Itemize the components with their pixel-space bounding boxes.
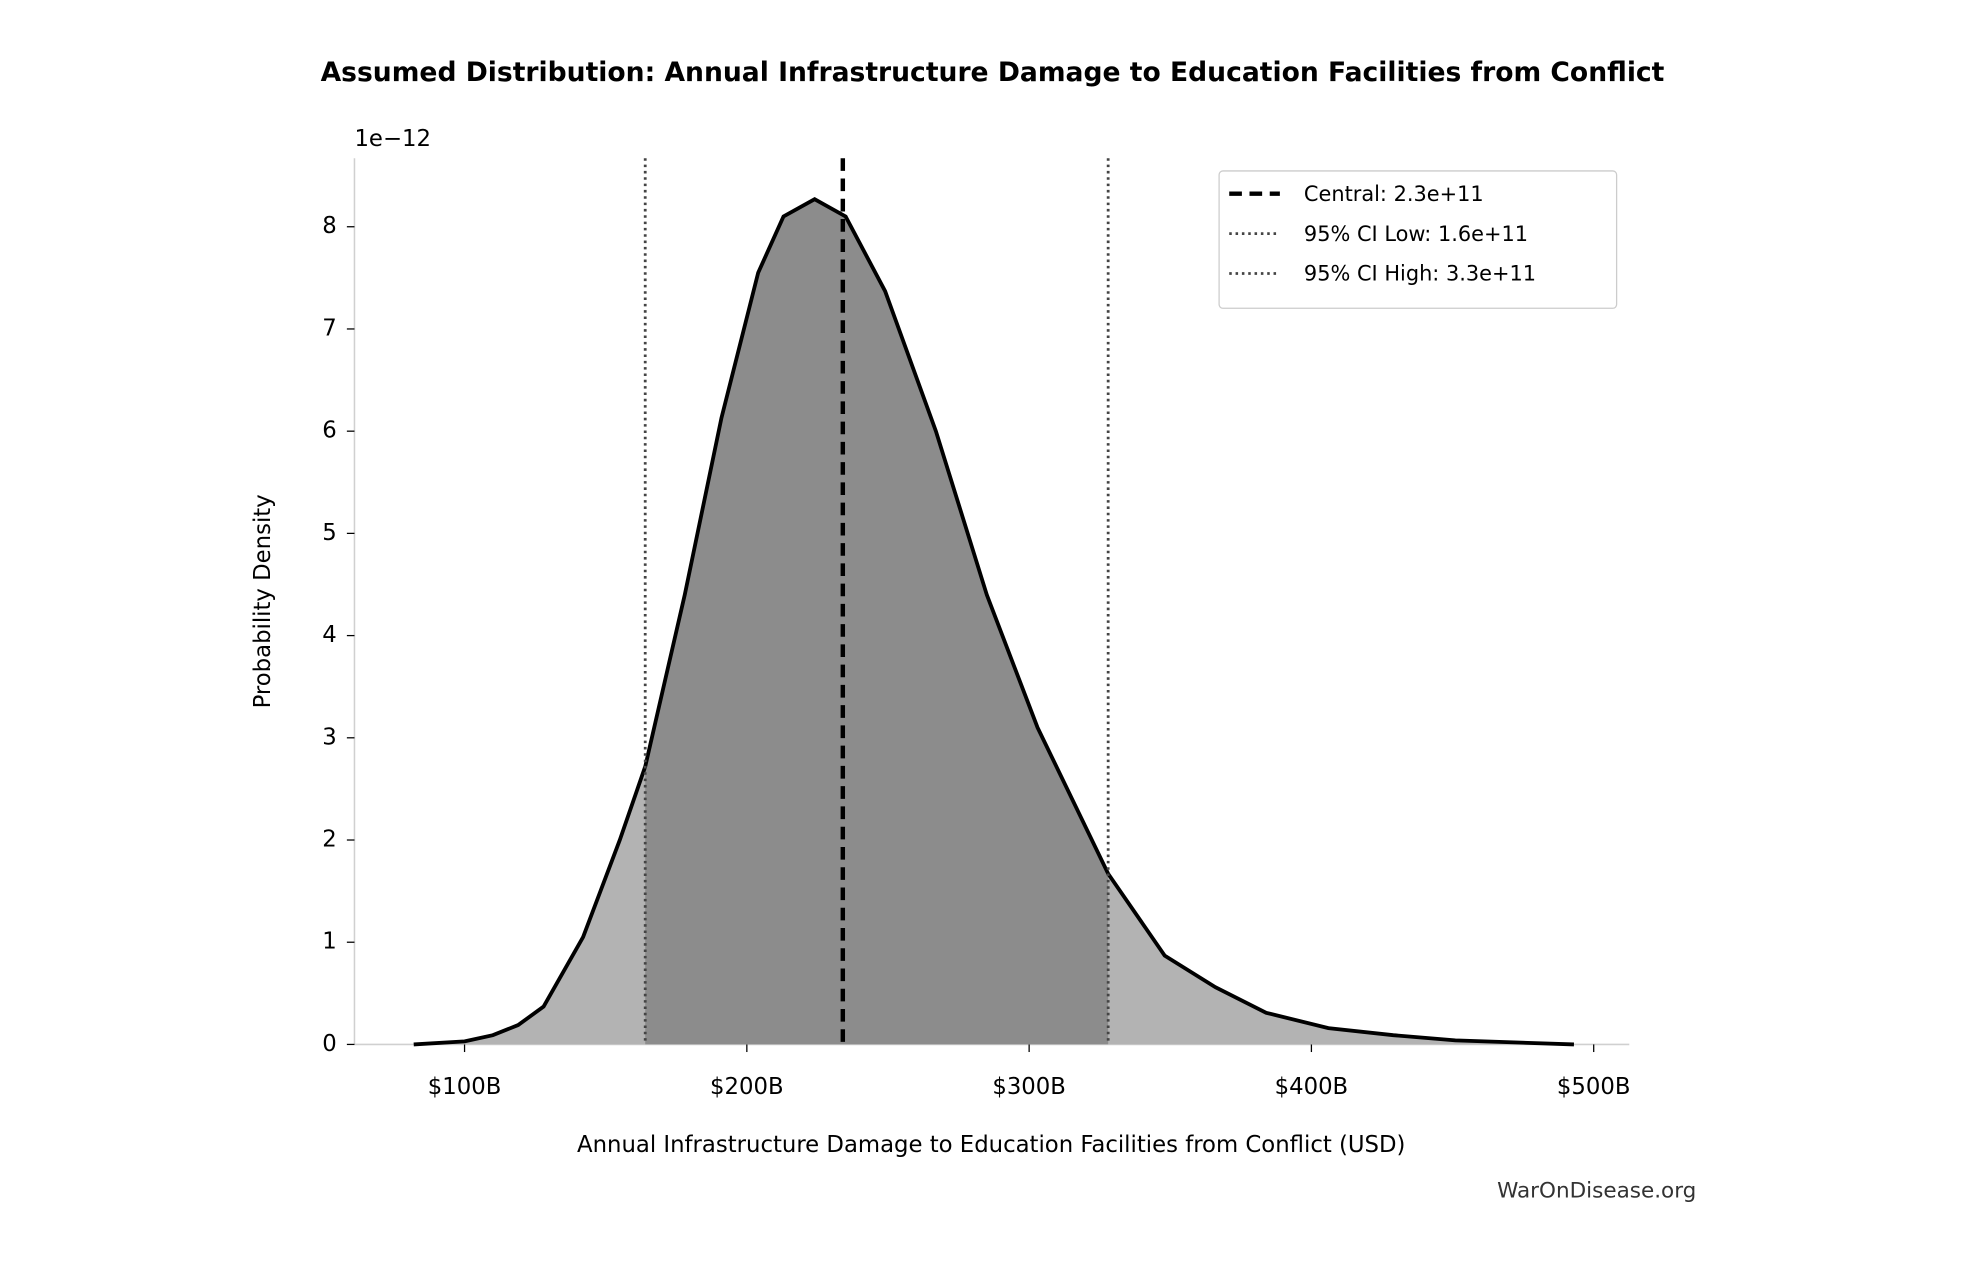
y-axis-label: Probability Density (250, 494, 276, 708)
source-label: WarOnDisease.org (1497, 1178, 1696, 1203)
legend-label: 95% CI High: 3.3e+11 (1304, 262, 1536, 286)
y-tick-label: 4 (322, 622, 336, 648)
y-offset-label: 1e−12 (354, 126, 431, 152)
y-tick-label: 1 (322, 929, 336, 955)
y-tick-label: 7 (322, 315, 336, 341)
x-tick-label: $400B (1275, 1074, 1349, 1100)
legend-label: 95% CI Low: 1.6e+11 (1304, 222, 1528, 246)
x-tick-label: $100B (428, 1074, 502, 1100)
legend-box (1218, 170, 1618, 309)
x-tick-label: $300B (992, 1074, 1066, 1100)
y-tick-label: 0 (322, 1031, 336, 1057)
x-tick-label: $500B (1557, 1074, 1631, 1100)
ci-area (645, 199, 1109, 1045)
density-curve (413, 196, 1575, 1047)
legend-label: Central: 2.3e+11 (1304, 182, 1484, 206)
x-axis-label: Annual Infrastructure Damage to Educatio… (577, 1132, 1405, 1158)
y-tick-label: 3 (322, 724, 336, 750)
y-tick-label: 6 (322, 418, 336, 444)
y-tick-label: 8 (322, 213, 336, 239)
x-tick-label: $200B (710, 1074, 784, 1100)
y-tick-label: 2 (322, 827, 336, 853)
y-tick-label: 5 (322, 520, 336, 546)
chart-title: Assumed Distribution: Annual Infrastruct… (321, 57, 1665, 88)
